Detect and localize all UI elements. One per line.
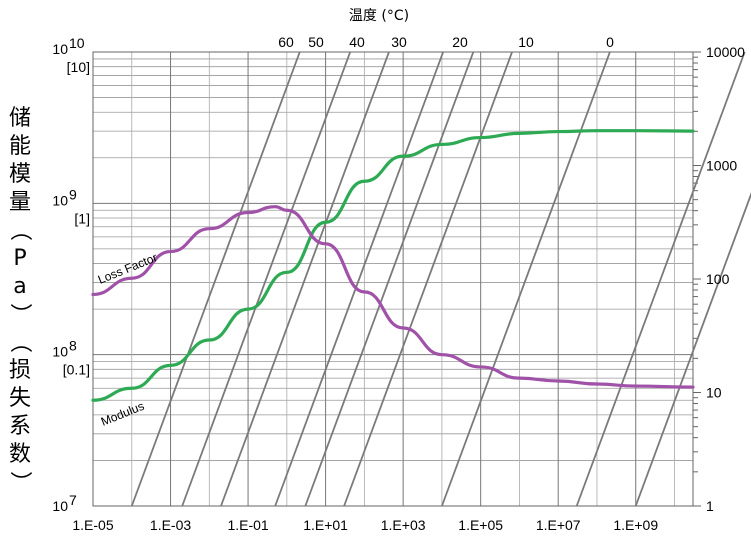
y-right-tick-label: 1000 xyxy=(706,158,737,174)
chart-title: 温度 (°C) xyxy=(349,8,409,24)
y-left-tick-label: 10 xyxy=(52,192,68,208)
isotherm-line xyxy=(634,191,751,507)
y-axis-label-char: （ xyxy=(7,331,32,353)
temperature-label: 60 xyxy=(278,34,294,50)
y-axis-label-char: 数 xyxy=(9,442,31,467)
labels-layer: 60 50 40 30 20 10 01.E-05 1.E-03 1.E-01 1.E+01 1.E… xyxy=(7,34,745,533)
temperature-label: 20 xyxy=(452,34,468,50)
x-tick-label: 1.E+09 xyxy=(613,517,658,533)
y-axis-label-char: a xyxy=(13,274,26,299)
modulus-annotation: Modulus xyxy=(99,399,146,429)
x-tick-label: 1.E-05 xyxy=(72,517,113,533)
x-tick-label: 1.E-01 xyxy=(227,517,268,533)
y-left-tick-exponent: 10 xyxy=(69,35,85,51)
y-right-tick-label: 1 xyxy=(706,498,714,514)
y-axis-label-char: P xyxy=(13,246,26,271)
temperature-label: 40 xyxy=(349,34,365,50)
y-right-tick-label: 10000 xyxy=(706,44,745,60)
y-axis-label-char: 损 xyxy=(9,358,31,383)
y-left-tick-label: 10 xyxy=(52,498,68,514)
y-left-tick-exponent: 7 xyxy=(69,492,77,508)
y-right-tick-label: 10 xyxy=(706,385,722,401)
y-axis-label-char: ） xyxy=(7,303,32,325)
x-tick-label: 1.E+05 xyxy=(458,517,503,533)
temperature-label: 50 xyxy=(308,34,324,50)
isotherm-line xyxy=(304,51,475,507)
y-left-tick-label: 10 xyxy=(52,344,68,360)
y-left-bracket-label: [1] xyxy=(74,210,90,226)
y-left-tick-exponent: 9 xyxy=(69,186,77,202)
loss-factor-series-line xyxy=(91,205,695,389)
x-tick-label: 1.E+03 xyxy=(381,517,426,533)
y-axis-label-char: 系 xyxy=(9,414,31,439)
y-axis-label-char: 失 xyxy=(9,386,31,411)
y-right-tick-label: 100 xyxy=(706,271,730,287)
series-layer xyxy=(91,129,695,402)
isotherm-line xyxy=(220,51,390,507)
temperature-label: 10 xyxy=(518,34,534,50)
y-axis-label-char: （ xyxy=(7,219,32,241)
temperature-label: 0 xyxy=(606,34,614,50)
isotherm-line xyxy=(441,51,611,507)
y-axis-label-char: 量 xyxy=(9,190,31,215)
y-left-tick-label: 10 xyxy=(52,41,68,57)
y-left-bracket-label: [0.1] xyxy=(63,362,90,378)
isotherm-line xyxy=(343,51,513,507)
isotherm-line xyxy=(575,51,746,507)
y-axis-label-char: 模 xyxy=(9,162,31,187)
isotherm-lines xyxy=(130,51,751,507)
isotherm-line xyxy=(130,51,301,507)
isotherm-line xyxy=(274,51,444,507)
y-left-bracket-label: [10] xyxy=(67,59,90,75)
y-axis-label-char: ） xyxy=(7,471,32,493)
x-tick-label: 1.E+01 xyxy=(303,517,348,533)
modulus-series-line xyxy=(91,129,695,402)
major-gridlines xyxy=(92,51,701,507)
y-axis-label-char: 能 xyxy=(9,134,31,159)
plot-frame xyxy=(92,51,694,507)
y-axis-label-char: 储 xyxy=(9,106,31,131)
minor-gridlines xyxy=(93,58,693,461)
x-tick-label: 1.E+07 xyxy=(536,517,581,533)
y-left-tick-exponent: 8 xyxy=(69,338,77,354)
isotherm-line xyxy=(181,51,352,507)
x-tick-label: 1.E-03 xyxy=(150,517,191,533)
temperature-label: 30 xyxy=(391,34,407,50)
